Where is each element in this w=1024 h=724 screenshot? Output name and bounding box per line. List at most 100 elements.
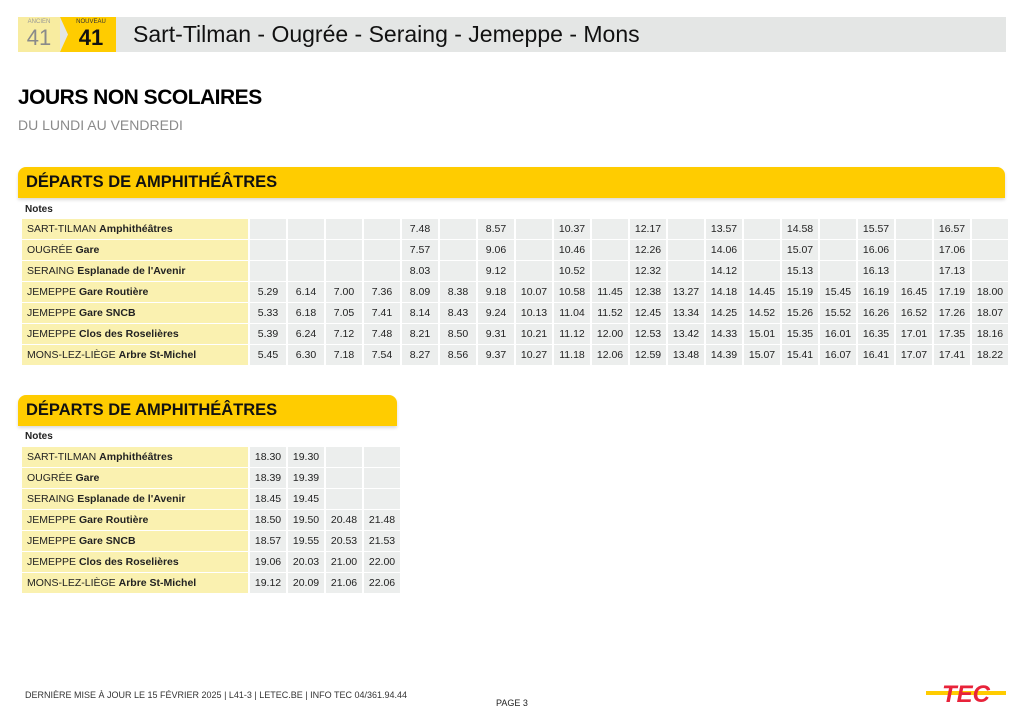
departure-time bbox=[744, 240, 780, 261]
departure-time: 18.57 bbox=[250, 531, 286, 552]
departure-time: 15.19 bbox=[782, 282, 818, 303]
stop-label: Arbre St-Michel bbox=[118, 577, 197, 589]
departure-time: 7.00 bbox=[326, 282, 362, 303]
departure-time: 11.18 bbox=[554, 345, 590, 366]
departure-time: 10.21 bbox=[516, 324, 552, 345]
departure-time bbox=[972, 240, 1008, 261]
departure-time: 6.24 bbox=[288, 324, 324, 345]
departure-time: 16.06 bbox=[858, 240, 894, 261]
departure-time: 12.00 bbox=[592, 324, 628, 345]
departure-time: 8.50 bbox=[440, 324, 476, 345]
departure-time: 21.53 bbox=[364, 531, 400, 552]
departure-time: 9.31 bbox=[478, 324, 514, 345]
stop-row: SERAING Esplanade de l'Avenir 18.45 19.45 bbox=[22, 489, 400, 510]
departure-time: 11.52 bbox=[592, 303, 628, 324]
departure-time: 14.18 bbox=[706, 282, 742, 303]
stop-name: MONS-LEZ-LIÈGE Arbre St-Michel bbox=[22, 345, 248, 366]
stop-city: JEMEPPE bbox=[27, 286, 77, 298]
new-line-number: 41 bbox=[78, 25, 104, 50]
departure-time: 9.12 bbox=[478, 261, 514, 282]
departure-time bbox=[364, 219, 400, 240]
departure-time: 8.56 bbox=[440, 345, 476, 366]
stop-row: JEMEPPE Clos des Roselières 5.39 6.24 7.12 7… bbox=[22, 324, 1008, 345]
notes-label-2: Notes bbox=[25, 431, 53, 442]
departure-time: 11.12 bbox=[554, 324, 590, 345]
departure-time: 18.00 bbox=[972, 282, 1008, 303]
departure-time: 10.07 bbox=[516, 282, 552, 303]
departure-time: 15.07 bbox=[744, 345, 780, 366]
departure-time bbox=[516, 261, 552, 282]
departure-time bbox=[972, 219, 1008, 240]
departure-time: 9.18 bbox=[478, 282, 514, 303]
timetable-2: SART-TILMAN Amphithéâtres 18.30 19.30 OUGRÉ… bbox=[20, 447, 402, 594]
departure-time: 7.36 bbox=[364, 282, 400, 303]
stop-city: JEMEPPE bbox=[27, 307, 77, 319]
departure-time: 18.07 bbox=[972, 303, 1008, 324]
departure-time: 19.55 bbox=[288, 531, 324, 552]
route-title: Sart-Tilman - Ougrée - Seraing - Jemeppe… bbox=[133, 21, 640, 47]
departure-time bbox=[326, 468, 362, 489]
departure-time: 22.06 bbox=[364, 573, 400, 594]
departure-time bbox=[250, 219, 286, 240]
departure-time: 8.27 bbox=[402, 345, 438, 366]
tec-logo: TEC bbox=[926, 681, 1006, 708]
stop-name: JEMEPPE Gare Routière bbox=[22, 282, 248, 303]
departure-time: 14.58 bbox=[782, 219, 818, 240]
stop-name: JEMEPPE Clos des Roselières bbox=[22, 324, 248, 345]
stop-city: OUGRÉE bbox=[27, 472, 73, 484]
departure-time: 15.45 bbox=[820, 282, 856, 303]
stop-name: JEMEPPE Clos des Roselières bbox=[22, 552, 248, 573]
departure-time bbox=[288, 240, 324, 261]
timetable-1: SART-TILMAN Amphithéâtres 7.48 8.57 10.37 12… bbox=[20, 219, 1010, 366]
departure-time: 18.22 bbox=[972, 345, 1008, 366]
departure-time: 20.03 bbox=[288, 552, 324, 573]
departure-time: 5.33 bbox=[250, 303, 286, 324]
stop-row: SART-TILMAN Amphithéâtres 18.30 19.30 bbox=[22, 447, 400, 468]
departure-time: 16.26 bbox=[858, 303, 894, 324]
departure-time: 20.09 bbox=[288, 573, 324, 594]
stop-name: JEMEPPE Gare Routière bbox=[22, 510, 248, 531]
departure-time bbox=[250, 261, 286, 282]
departure-time: 20.48 bbox=[326, 510, 362, 531]
departure-time: 7.05 bbox=[326, 303, 362, 324]
departure-time: 16.41 bbox=[858, 345, 894, 366]
stop-city: SART-TILMAN bbox=[27, 223, 97, 235]
departure-time bbox=[668, 240, 704, 261]
departure-time bbox=[592, 240, 628, 261]
departure-time bbox=[326, 240, 362, 261]
departure-time: 19.12 bbox=[250, 573, 286, 594]
stop-label: Clos des Roselières bbox=[78, 328, 179, 340]
stop-label: Amphithéâtres bbox=[99, 223, 173, 235]
departure-time: 10.52 bbox=[554, 261, 590, 282]
stop-city: JEMEPPE bbox=[27, 556, 77, 568]
stop-city: JEMEPPE bbox=[27, 535, 77, 547]
day-type-title: JOURS NON SCOLAIRES bbox=[18, 86, 262, 109]
departure-time bbox=[972, 261, 1008, 282]
departure-time: 19.50 bbox=[288, 510, 324, 531]
departure-time: 10.58 bbox=[554, 282, 590, 303]
departure-time bbox=[440, 261, 476, 282]
stop-label: Amphithéâtres bbox=[99, 451, 173, 463]
departure-time: 7.54 bbox=[364, 345, 400, 366]
departure-time bbox=[364, 468, 400, 489]
stop-row: JEMEPPE Gare Routière 5.29 6.14 7.00 7.36 8.0… bbox=[22, 282, 1008, 303]
stop-row: JEMEPPE Gare Routière 18.50 19.50 20.48 21.4… bbox=[22, 510, 400, 531]
stop-name: OUGRÉE Gare bbox=[22, 468, 248, 489]
departure-time: 12.45 bbox=[630, 303, 666, 324]
departure-time: 12.17 bbox=[630, 219, 666, 240]
departure-time: 14.12 bbox=[706, 261, 742, 282]
new-line-label: NOUVEAU bbox=[76, 19, 106, 25]
departure-time: 17.13 bbox=[934, 261, 970, 282]
departure-time bbox=[288, 261, 324, 282]
stop-row: SART-TILMAN Amphithéâtres 7.48 8.57 10.37 12… bbox=[22, 219, 1008, 240]
departure-time: 16.35 bbox=[858, 324, 894, 345]
departure-time: 15.07 bbox=[782, 240, 818, 261]
departure-time: 8.57 bbox=[478, 219, 514, 240]
departure-time: 15.41 bbox=[782, 345, 818, 366]
departure-time bbox=[516, 219, 552, 240]
stop-city: MONS-LEZ-LIÈGE bbox=[27, 577, 116, 589]
departure-time: 5.39 bbox=[250, 324, 286, 345]
stop-label: Esplanade de l'Avenir bbox=[77, 493, 186, 505]
departure-time: 8.09 bbox=[402, 282, 438, 303]
departure-time bbox=[250, 240, 286, 261]
